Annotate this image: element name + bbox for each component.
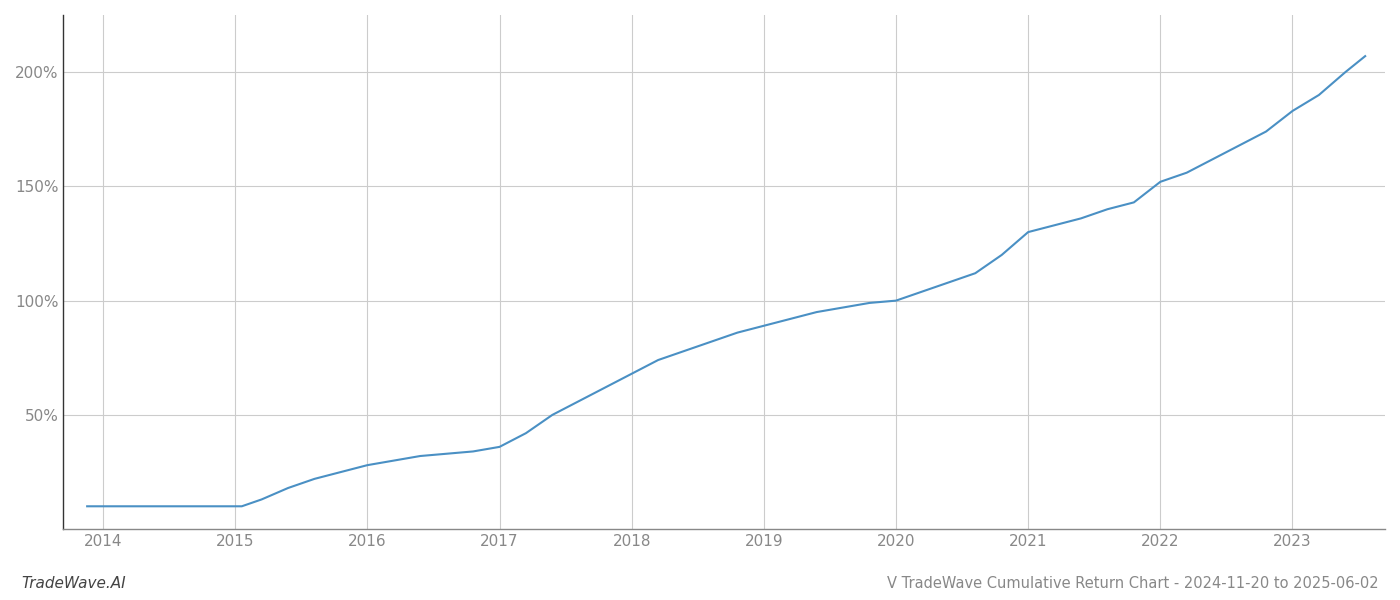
Text: V TradeWave Cumulative Return Chart - 2024-11-20 to 2025-06-02: V TradeWave Cumulative Return Chart - 20… — [888, 576, 1379, 591]
Text: TradeWave.AI: TradeWave.AI — [21, 576, 126, 591]
